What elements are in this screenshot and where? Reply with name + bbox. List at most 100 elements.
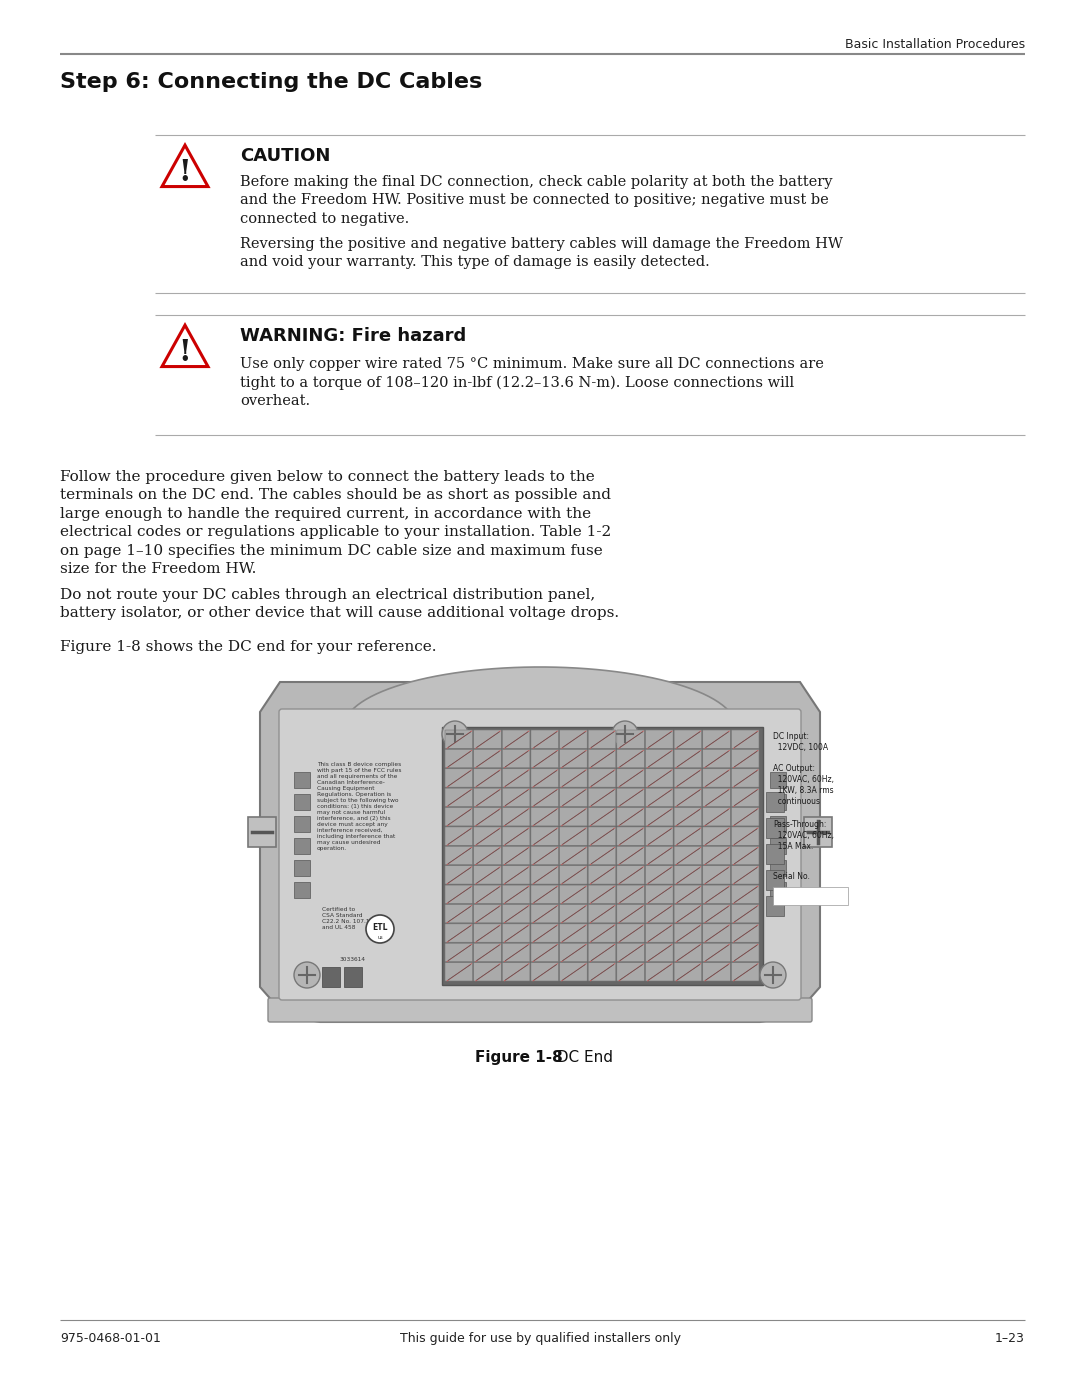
FancyBboxPatch shape xyxy=(559,808,588,826)
FancyBboxPatch shape xyxy=(617,886,645,904)
FancyBboxPatch shape xyxy=(646,730,673,748)
Bar xyxy=(294,816,310,831)
FancyBboxPatch shape xyxy=(502,847,530,865)
FancyBboxPatch shape xyxy=(646,847,673,865)
FancyBboxPatch shape xyxy=(617,866,645,884)
FancyBboxPatch shape xyxy=(589,905,616,923)
FancyBboxPatch shape xyxy=(445,963,473,981)
FancyBboxPatch shape xyxy=(559,905,588,923)
FancyBboxPatch shape xyxy=(531,847,558,865)
FancyBboxPatch shape xyxy=(474,827,501,845)
Text: Reversing the positive and negative battery cables will damage the Freedom HW
an: Reversing the positive and negative batt… xyxy=(240,237,842,269)
FancyBboxPatch shape xyxy=(445,944,473,962)
Polygon shape xyxy=(162,325,208,366)
FancyBboxPatch shape xyxy=(646,750,673,768)
FancyBboxPatch shape xyxy=(531,924,558,942)
FancyBboxPatch shape xyxy=(731,750,759,768)
Text: WARNING: Fire hazard: WARNING: Fire hazard xyxy=(240,328,467,346)
FancyBboxPatch shape xyxy=(531,886,558,904)
FancyBboxPatch shape xyxy=(617,730,645,748)
Bar xyxy=(766,897,784,916)
Text: Step 6: Connecting the DC Cables: Step 6: Connecting the DC Cables xyxy=(60,72,483,92)
Text: Use only copper wire rated 75 °C minimum. Make sure all DC connections are
tight: Use only copper wire rated 75 °C minimum… xyxy=(240,357,824,408)
Bar xyxy=(770,838,786,854)
FancyBboxPatch shape xyxy=(674,788,702,806)
Circle shape xyxy=(442,720,468,747)
Bar xyxy=(766,844,784,863)
Text: Basic Installation Procedures: Basic Installation Procedures xyxy=(845,37,1025,51)
FancyBboxPatch shape xyxy=(731,963,759,981)
FancyBboxPatch shape xyxy=(731,905,759,923)
FancyBboxPatch shape xyxy=(559,866,588,884)
Text: Follow the procedure given below to connect the battery leads to the
terminals o: Follow the procedure given below to conn… xyxy=(60,471,611,576)
Text: Figure 1-8 shows the DC end for your reference.: Figure 1-8 shows the DC end for your ref… xyxy=(60,640,436,654)
FancyBboxPatch shape xyxy=(589,827,616,845)
FancyBboxPatch shape xyxy=(445,866,473,884)
FancyBboxPatch shape xyxy=(502,905,530,923)
FancyBboxPatch shape xyxy=(731,886,759,904)
Bar xyxy=(294,794,310,811)
FancyBboxPatch shape xyxy=(502,750,530,768)
FancyBboxPatch shape xyxy=(731,730,759,748)
Polygon shape xyxy=(345,668,735,727)
FancyBboxPatch shape xyxy=(531,866,558,884)
FancyBboxPatch shape xyxy=(731,827,759,845)
FancyBboxPatch shape xyxy=(531,750,558,768)
Text: AC Output:
  120VAC, 60Hz,
  1KW, 8.3A rms
  continuous: AC Output: 120VAC, 60Hz, 1KW, 8.3A rms c… xyxy=(773,763,834,806)
FancyBboxPatch shape xyxy=(617,827,645,845)
FancyBboxPatch shape xyxy=(559,788,588,806)
FancyBboxPatch shape xyxy=(589,866,616,884)
Bar xyxy=(770,794,786,811)
Polygon shape xyxy=(162,146,208,186)
FancyBboxPatch shape xyxy=(474,847,501,865)
FancyBboxPatch shape xyxy=(559,924,588,942)
FancyBboxPatch shape xyxy=(445,905,473,923)
Bar xyxy=(294,838,310,854)
FancyBboxPatch shape xyxy=(589,808,616,826)
FancyBboxPatch shape xyxy=(703,730,730,748)
Bar xyxy=(773,887,848,905)
FancyBboxPatch shape xyxy=(279,709,801,999)
FancyBboxPatch shape xyxy=(731,924,759,942)
Circle shape xyxy=(612,720,638,747)
FancyBboxPatch shape xyxy=(559,769,588,787)
FancyBboxPatch shape xyxy=(474,730,501,748)
FancyBboxPatch shape xyxy=(703,769,730,787)
Text: Serial No.: Serial No. xyxy=(773,872,810,881)
FancyBboxPatch shape xyxy=(502,730,530,748)
FancyBboxPatch shape xyxy=(559,944,588,962)
FancyBboxPatch shape xyxy=(502,827,530,845)
Bar xyxy=(294,772,310,788)
FancyBboxPatch shape xyxy=(474,886,501,904)
FancyBboxPatch shape xyxy=(474,750,501,768)
Text: Pass-Through:
  120VAC, 60Hz,
  15A Max.: Pass-Through: 120VAC, 60Hz, 15A Max. xyxy=(773,820,834,851)
Circle shape xyxy=(760,962,786,988)
FancyBboxPatch shape xyxy=(646,808,673,826)
FancyBboxPatch shape xyxy=(445,730,473,748)
FancyBboxPatch shape xyxy=(559,730,588,748)
FancyBboxPatch shape xyxy=(502,886,530,904)
FancyBboxPatch shape xyxy=(589,730,616,748)
FancyBboxPatch shape xyxy=(589,924,616,942)
FancyBboxPatch shape xyxy=(589,788,616,806)
Text: 1–23: 1–23 xyxy=(995,1332,1025,1345)
FancyBboxPatch shape xyxy=(674,905,702,923)
FancyBboxPatch shape xyxy=(589,963,616,981)
FancyBboxPatch shape xyxy=(474,769,501,787)
FancyBboxPatch shape xyxy=(559,847,588,865)
FancyBboxPatch shape xyxy=(674,924,702,942)
FancyBboxPatch shape xyxy=(502,963,530,981)
Bar xyxy=(294,881,310,898)
Text: ETL: ETL xyxy=(373,923,388,931)
FancyBboxPatch shape xyxy=(559,827,588,845)
Bar xyxy=(770,816,786,831)
FancyBboxPatch shape xyxy=(502,788,530,806)
FancyBboxPatch shape xyxy=(617,788,645,806)
FancyBboxPatch shape xyxy=(445,808,473,826)
Bar xyxy=(248,818,276,847)
FancyBboxPatch shape xyxy=(502,924,530,942)
Text: Do not route your DC cables through an electrical distribution panel,
battery is: Do not route your DC cables through an e… xyxy=(60,589,619,620)
FancyBboxPatch shape xyxy=(445,750,473,768)
FancyBboxPatch shape xyxy=(617,905,645,923)
FancyBboxPatch shape xyxy=(445,769,473,787)
